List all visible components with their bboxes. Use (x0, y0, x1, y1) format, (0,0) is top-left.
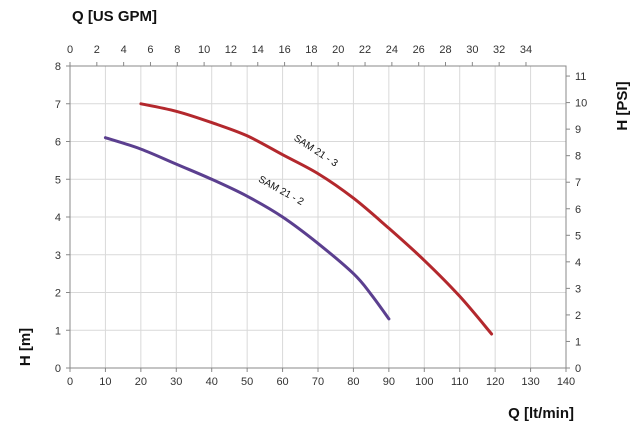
top-tick-label: 0 (67, 44, 73, 56)
x-tick-label: 80 (347, 376, 359, 388)
top-tick-label: 20 (332, 44, 344, 56)
top-tick-label: 22 (359, 44, 371, 56)
right-tick-label: 8 (575, 151, 581, 163)
y-tick-label: 0 (55, 363, 61, 375)
right-tick-label: 2 (575, 310, 581, 322)
right-tick-label: 4 (575, 257, 581, 269)
x-tick-label: 70 (312, 376, 324, 388)
y-tick-label: 1 (55, 325, 61, 337)
y-tick-label: 7 (55, 99, 61, 111)
top-tick-label: 8 (174, 44, 180, 56)
x-tick-label: 30 (170, 376, 182, 388)
series-line-2 (139, 102, 494, 336)
top-tick-label: 6 (147, 44, 153, 56)
x-tick-label: 10 (99, 376, 111, 388)
x-tick-label: 100 (415, 376, 433, 388)
x-tick-label: 20 (135, 376, 147, 388)
top-tick-label: 30 (466, 44, 478, 56)
bottom-axis-title: Q [lt/min] (508, 405, 574, 422)
left-axis-title: H [m] (17, 328, 34, 366)
y-tick-label: 5 (55, 174, 61, 186)
top-tick-label: 26 (413, 44, 425, 56)
ticks: 0 10 20 30 40 50 60 70 80 90 100 110 120 130 140012345… (55, 44, 587, 388)
x-tick-label: 50 (241, 376, 253, 388)
series (103, 102, 494, 336)
x-tick-label: 110 (451, 376, 469, 388)
top-tick-label: 14 (252, 44, 264, 56)
x-tick-label: 90 (383, 376, 395, 388)
right-tick-label: 0 (575, 363, 581, 375)
x-tick-label: 130 (521, 376, 539, 388)
top-tick-label: 10 (198, 44, 210, 56)
right-tick-label: 1 (575, 336, 581, 348)
grid (69, 65, 567, 369)
right-tick-label: 7 (575, 177, 581, 189)
x-tick-label: 0 (67, 376, 73, 388)
top-tick-label: 34 (520, 44, 532, 56)
top-tick-label: 12 (225, 44, 237, 56)
y-tick-label: 8 (55, 61, 61, 73)
x-tick-label: 140 (557, 376, 575, 388)
top-tick-label: 2 (94, 44, 100, 56)
right-tick-label: 5 (575, 230, 581, 242)
top-tick-label: 32 (493, 44, 505, 56)
right-tick-label: 3 (575, 283, 581, 295)
top-axis-title: Q [US GPM] (72, 8, 157, 25)
y-tick-label: 6 (55, 137, 61, 149)
right-tick-label: 11 (575, 71, 586, 83)
top-tick-label: 4 (121, 44, 127, 56)
x-tick-label: 60 (276, 376, 288, 388)
top-tick-label: 18 (305, 44, 317, 56)
top-tick-label: 16 (278, 44, 290, 56)
x-tick-label: 120 (486, 376, 504, 388)
y-tick-label: 2 (55, 288, 61, 300)
right-tick-label: 6 (575, 204, 581, 216)
x-tick-label: 40 (206, 376, 218, 388)
right-tick-label: 10 (575, 98, 587, 110)
y-tick-label: 3 (55, 250, 61, 262)
top-tick-label: 24 (386, 44, 398, 56)
y-tick-label: 4 (55, 212, 61, 224)
right-tick-label: 9 (575, 124, 581, 136)
top-tick-label: 28 (439, 44, 451, 56)
series-line-1 (103, 136, 391, 321)
right-axis-title: H [PSI] (614, 81, 631, 130)
